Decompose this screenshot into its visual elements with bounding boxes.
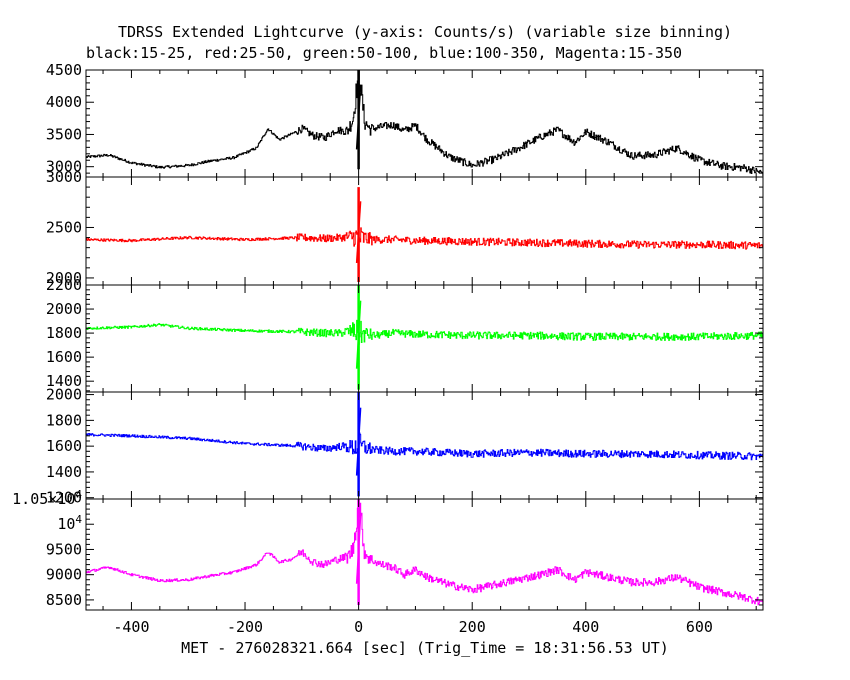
- x-tick-label: -200: [227, 618, 263, 636]
- y-tick-label: 3500: [46, 125, 82, 143]
- y-tick-label: 2000: [46, 269, 82, 287]
- y-tick-label: 3000: [46, 158, 82, 176]
- panel-4: 1200 1400 1600 1800 2000: [46, 386, 764, 507]
- y-tick-label: 4500: [46, 61, 82, 79]
- panel-frame: [85, 176, 764, 286]
- y-tick-label: 1600: [46, 348, 82, 366]
- lightcurve-line: [86, 319, 764, 345]
- panel-3: 1400 1600 1800 2000 2200: [46, 276, 764, 393]
- y-tick-label: 1200: [46, 489, 82, 507]
- x-tick-label: -400: [113, 618, 149, 636]
- y-tick-label: 2000: [46, 386, 82, 404]
- y-tick-label: 1400: [46, 372, 82, 390]
- y-tick-label: 2000: [46, 300, 82, 318]
- chart-title: TDRSS Extended Lightcurve (y-axis: Count…: [117, 23, 733, 41]
- trigger-spike-side: [355, 407, 362, 476]
- y-tick-label: 1400: [46, 463, 82, 481]
- x-tick-label: 600: [686, 618, 713, 636]
- lightcurve-line: [86, 499, 764, 606]
- panel-2: 2000 2500 3000: [46, 168, 764, 287]
- y-tick-label: 104: [57, 513, 82, 533]
- y-tick-label: 1800: [46, 324, 82, 342]
- panel-1: 3000 3500 4000 4500: [46, 61, 764, 178]
- trigger-spike-side: [355, 300, 362, 369]
- y-tick-label: 1800: [46, 411, 82, 429]
- y-tick-label: 8500: [46, 591, 82, 609]
- x-tick-label: 200: [459, 618, 486, 636]
- panel-frame: [85, 69, 764, 178]
- trigger-spike-side: [355, 201, 362, 264]
- trigger-spike-side: [355, 84, 362, 150]
- y-tick-label: 1600: [46, 437, 82, 455]
- y-tick-label: 1.05×104: [12, 488, 82, 508]
- trigger-spike-side: [355, 514, 362, 584]
- x-tick-label: 400: [572, 618, 599, 636]
- chart-subtitle: black:15-25, red:25-50, green:50-100, bl…: [86, 44, 683, 62]
- lightcurve-line: [86, 227, 764, 250]
- panel-frame: [85, 391, 764, 500]
- y-tick-label: 3000: [46, 168, 82, 186]
- y-tick-label: 2200: [46, 276, 82, 294]
- panel-frame: [85, 498, 764, 611]
- x-axis-label: MET - 276028321.664 [sec] (Trig_Time = 1…: [181, 639, 669, 657]
- y-tick-label: 4000: [46, 93, 82, 111]
- x-tick-label: 0: [354, 618, 363, 636]
- panel-5: 8500 9000 9500 104 1.05×104: [12, 488, 764, 611]
- lightcurve-line: [86, 69, 764, 176]
- y-tick-label: 2500: [46, 218, 82, 236]
- y-tick-label: 9500: [46, 540, 82, 558]
- lightcurve-line: [86, 432, 764, 461]
- y-tick-label: 9000: [46, 566, 82, 584]
